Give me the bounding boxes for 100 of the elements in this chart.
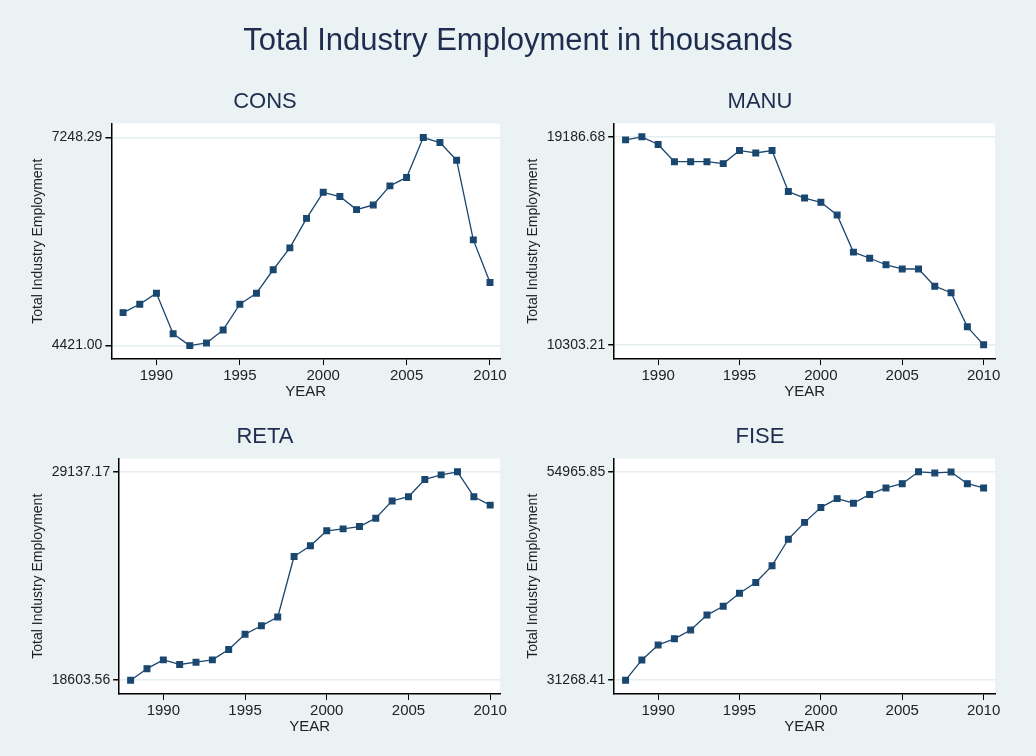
point — [866, 254, 874, 262]
point — [670, 635, 678, 643]
point — [654, 141, 662, 148]
point — [421, 475, 429, 483]
chart-title: FISE — [735, 423, 785, 449]
point — [290, 552, 298, 560]
point — [437, 471, 445, 479]
point — [241, 630, 249, 638]
x-tick-label: 2010 — [966, 366, 1001, 384]
point — [176, 661, 184, 668]
point — [136, 300, 144, 308]
point — [470, 493, 478, 501]
y-axis-title: Total Industry Employment — [29, 158, 46, 324]
point — [355, 523, 363, 531]
point — [306, 542, 314, 550]
point — [817, 198, 825, 206]
point — [486, 501, 494, 509]
point — [436, 139, 444, 147]
x-tick-label: 2005 — [389, 366, 424, 384]
y-axis-title: Total Industry Employment — [524, 493, 541, 659]
x-tick-label: 2000 — [804, 701, 838, 719]
point — [225, 646, 233, 654]
point — [469, 236, 477, 244]
point — [202, 339, 210, 347]
x-tick-label: 2010 — [966, 701, 1001, 719]
chart-title: RETA — [236, 423, 294, 449]
point — [186, 342, 194, 350]
chart-title: CONS — [233, 88, 297, 114]
point — [269, 266, 277, 274]
point — [670, 158, 678, 166]
point — [947, 289, 955, 297]
y-tick-label: 29137.17 — [51, 462, 111, 479]
y-tick-label: 31268.41 — [546, 671, 606, 688]
y-axis-title: Total Industry Employment — [524, 158, 541, 324]
point — [257, 622, 265, 630]
chart-title: MANU — [727, 88, 793, 114]
point — [169, 330, 177, 338]
point — [386, 182, 394, 190]
y-tick-label: 18603.56 — [51, 671, 111, 688]
point — [882, 261, 890, 269]
point — [454, 468, 461, 476]
point — [339, 525, 347, 533]
point — [323, 527, 331, 535]
point — [143, 665, 151, 673]
point — [849, 248, 857, 256]
point — [353, 206, 361, 214]
x-tick-label: 1990 — [139, 366, 174, 384]
point — [833, 211, 841, 219]
y-tick-label: 10303.21 — [546, 335, 606, 352]
point — [372, 514, 380, 522]
x-tick-label: 2010 — [473, 366, 507, 384]
point — [947, 468, 955, 476]
x-tick-label: 1995 — [722, 366, 757, 384]
point — [768, 147, 776, 155]
point — [752, 579, 760, 587]
point — [849, 499, 857, 507]
point — [687, 158, 695, 166]
text: Total Industry Employment in thousands — [242, 22, 794, 58]
point — [219, 326, 227, 334]
x-tick-label: 2005 — [885, 366, 919, 384]
point — [654, 641, 662, 649]
point — [736, 589, 743, 597]
point — [882, 484, 890, 492]
x-axis-title: YEAR — [289, 717, 331, 735]
point — [253, 289, 260, 297]
point — [980, 341, 988, 349]
point — [768, 562, 776, 570]
point — [419, 134, 427, 142]
point — [119, 309, 127, 317]
y-tick-label: 7248.29 — [51, 128, 103, 145]
x-tick-label: 1990 — [641, 366, 675, 384]
point — [152, 289, 160, 297]
x-axis-title: YEAR — [784, 717, 826, 735]
x-tick-label: 2000 — [310, 701, 344, 719]
point — [622, 676, 630, 684]
point — [719, 160, 727, 168]
point — [319, 188, 327, 196]
point — [336, 193, 344, 201]
point — [752, 149, 760, 157]
point — [963, 323, 971, 331]
x-tick-label: 1995 — [228, 701, 262, 719]
y-tick-label: 19186.68 — [546, 127, 606, 144]
x-tick-label: 2005 — [391, 701, 426, 719]
point — [980, 484, 988, 492]
point — [638, 656, 646, 664]
point — [736, 147, 743, 155]
point — [931, 469, 939, 477]
y-tick-label: 54965.85 — [546, 462, 606, 479]
point — [405, 493, 412, 501]
point — [801, 194, 809, 202]
x-tick-label: 1995 — [722, 701, 757, 719]
point — [801, 518, 809, 526]
point — [286, 244, 294, 252]
point — [622, 136, 630, 144]
point — [963, 480, 971, 488]
x-tick-label: 2005 — [885, 701, 919, 719]
x-axis-title: YEAR — [784, 382, 826, 400]
point — [703, 611, 711, 619]
point — [784, 535, 792, 543]
point — [915, 468, 922, 476]
